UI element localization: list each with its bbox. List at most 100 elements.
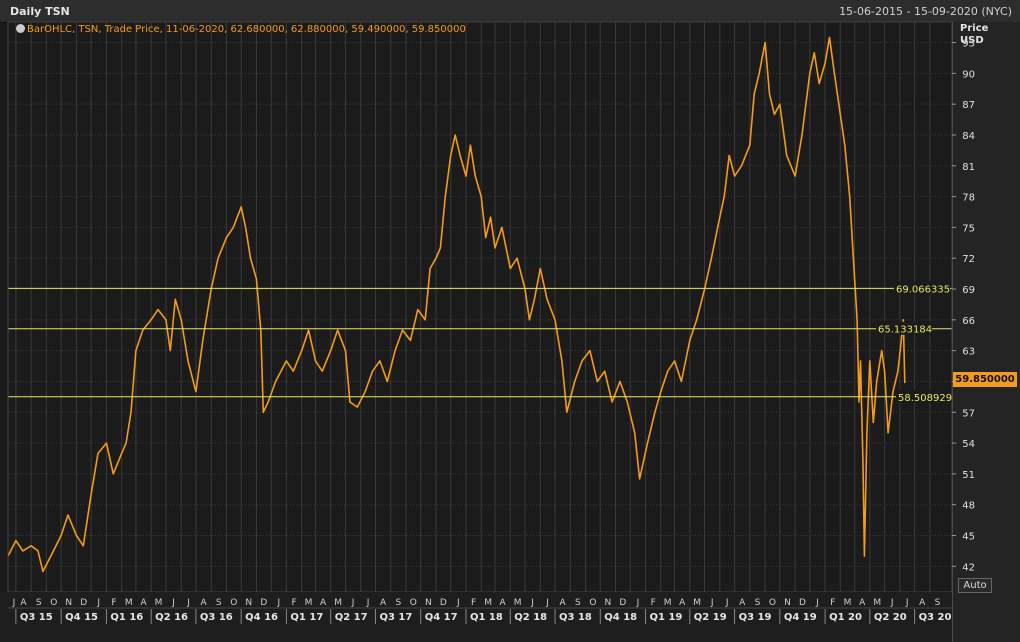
- quarter-label: Q3 16: [200, 612, 233, 623]
- month-tick-label: S: [575, 598, 581, 608]
- month-tick-label: M: [484, 598, 492, 608]
- month-tick-label: F: [471, 598, 476, 608]
- quarter-label: Q1 16: [110, 612, 143, 623]
- month-tick-label: N: [245, 598, 252, 608]
- month-tick-label: S: [755, 598, 761, 608]
- month-tick-label: M: [125, 598, 133, 608]
- month-tick-label: M: [664, 598, 672, 608]
- month-tick-label: J: [890, 598, 894, 608]
- current-price-badge: 59.850000: [953, 372, 1017, 387]
- quarter-label: Q3 19: [739, 612, 772, 623]
- month-tick-label: J: [366, 598, 370, 608]
- price-tick-label: 51: [962, 470, 975, 481]
- month-tick-label: F: [651, 598, 656, 608]
- month-tick-label: D: [260, 598, 267, 608]
- month-tick-label: S: [395, 598, 401, 608]
- quarter-label: Q4 19: [784, 612, 817, 623]
- month-tick-label: M: [305, 598, 313, 608]
- month-tick-label: O: [230, 598, 237, 608]
- month-tick-label: F: [830, 598, 835, 608]
- month-tick-label: J: [351, 598, 355, 608]
- month-tick-label: A: [739, 598, 746, 608]
- month-tick-label: J: [171, 598, 175, 608]
- quarter-label: Q2 18: [514, 612, 547, 623]
- reference-label-bg: [894, 281, 950, 295]
- quarter-label: Q1 19: [650, 612, 683, 623]
- month-tick-label: O: [410, 598, 417, 608]
- reference-line-label: 58.508929: [898, 393, 952, 404]
- month-tick-label: J: [636, 598, 640, 608]
- month-tick-label: M: [155, 598, 163, 608]
- month-tick-label: O: [769, 598, 776, 608]
- price-axis-title: Price USD: [960, 23, 988, 47]
- price-tick-label: 63: [962, 347, 975, 358]
- quarter-label: Q3 15: [20, 612, 53, 623]
- date-range[interactable]: 15-06-2015 - 15-09-2020 (NYC): [839, 5, 1012, 18]
- month-tick-label: J: [276, 598, 280, 608]
- month-tick-label: D: [799, 598, 806, 608]
- clock-icon[interactable]: [16, 24, 25, 33]
- month-tick-label: A: [320, 598, 327, 608]
- price-tick-label: 78: [962, 193, 975, 204]
- auto-scale-button[interactable]: Auto: [958, 578, 992, 593]
- price-tick-label: 57: [962, 408, 975, 419]
- month-tick-label: A: [140, 598, 147, 608]
- month-tick-label: A: [859, 598, 866, 608]
- price-tick-label: 84: [962, 131, 975, 142]
- reference-line-label: 65.133184: [878, 325, 932, 336]
- reference-label-bg: [896, 389, 952, 403]
- legend-text: BarOHLC, TSN, Trade Price, 11-06-2020, 6…: [27, 24, 466, 35]
- quarter-label: Q4 15: [65, 612, 98, 623]
- time-axis-panel[interactable]: [0, 592, 952, 642]
- price-tick-label: 90: [962, 69, 975, 80]
- price-axis-panel[interactable]: [952, 22, 1020, 642]
- month-tick-label: J: [12, 598, 16, 608]
- month-tick-label: J: [96, 598, 100, 608]
- month-tick-label: O: [589, 598, 596, 608]
- price-tick-label: 75: [962, 223, 975, 234]
- quarter-label: Q3 20: [919, 612, 952, 623]
- month-tick-label: O: [50, 598, 57, 608]
- month-tick-label: M: [693, 598, 701, 608]
- month-tick-label: A: [380, 598, 387, 608]
- month-tick-label: M: [873, 598, 881, 608]
- quarter-label: Q2 16: [155, 612, 188, 623]
- month-tick-label: N: [425, 598, 432, 608]
- month-tick-label: A: [560, 598, 567, 608]
- quarter-label: Q1 17: [290, 612, 323, 623]
- month-tick-label: N: [605, 598, 612, 608]
- quarter-label: Q1 20: [829, 612, 862, 623]
- month-tick-label: F: [291, 598, 296, 608]
- month-tick-label: A: [500, 598, 507, 608]
- month-tick-label: J: [456, 598, 460, 608]
- price-tick-label: 93: [962, 39, 975, 50]
- quarter-label: Q1 18: [470, 612, 503, 623]
- month-tick-label: J: [186, 598, 190, 608]
- price-tick-label: 87: [962, 100, 975, 111]
- month-tick-label: A: [20, 598, 27, 608]
- month-tick-label: J: [545, 598, 549, 608]
- quarter-label: Q2 17: [335, 612, 368, 623]
- month-tick-label: N: [784, 598, 791, 608]
- series-legend[interactable]: BarOHLC, TSN, Trade Price, 11-06-2020, 6…: [16, 24, 466, 35]
- month-tick-label: A: [919, 598, 926, 608]
- month-tick-label: J: [710, 598, 714, 608]
- quarter-label: Q4 17: [425, 612, 458, 623]
- month-tick-label: M: [334, 598, 342, 608]
- price-tick-label: 45: [962, 532, 975, 543]
- month-tick-label: F: [111, 598, 116, 608]
- quarter-label: Q2 20: [874, 612, 907, 623]
- price-tick-label: 48: [962, 501, 975, 512]
- chart-title: Daily TSN: [10, 5, 70, 18]
- reference-label-bg: [876, 321, 932, 335]
- price-tick-label: 81: [962, 162, 975, 173]
- month-tick-label: J: [725, 598, 729, 608]
- price-tick-label: 54: [962, 439, 975, 450]
- month-tick-label: D: [440, 598, 447, 608]
- month-tick-label: M: [844, 598, 852, 608]
- month-tick-label: D: [619, 598, 626, 608]
- price-series-line[interactable]: [7, 36, 906, 573]
